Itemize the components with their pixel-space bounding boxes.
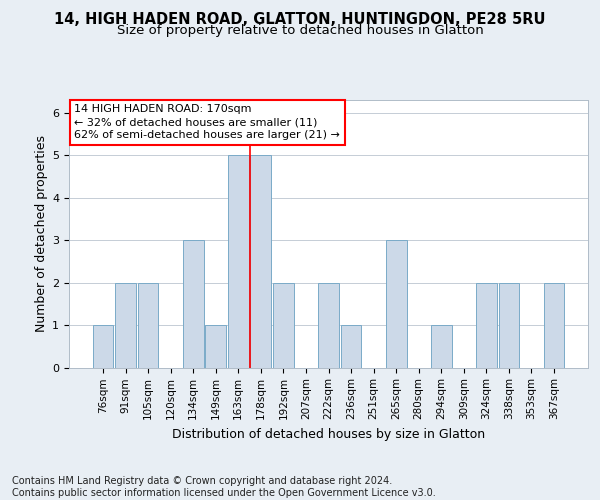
Bar [544, 282, 565, 368]
Bar [273, 282, 294, 368]
Bar [137, 282, 158, 368]
Bar [205, 325, 226, 368]
Bar [431, 325, 452, 368]
Text: 14, HIGH HADEN ROAD, GLATTON, HUNTINGDON, PE28 5RU: 14, HIGH HADEN ROAD, GLATTON, HUNTINGDON… [54, 12, 546, 28]
Text: Contains public sector information licensed under the Open Government Licence v3: Contains public sector information licen… [12, 488, 436, 498]
Bar [341, 325, 361, 368]
Bar [183, 240, 203, 368]
X-axis label: Distribution of detached houses by size in Glatton: Distribution of detached houses by size … [172, 428, 485, 440]
Y-axis label: Number of detached properties: Number of detached properties [35, 135, 48, 332]
Bar [386, 240, 407, 368]
Bar [318, 282, 339, 368]
Bar [250, 155, 271, 368]
Bar [92, 325, 113, 368]
Bar [499, 282, 520, 368]
Text: 14 HIGH HADEN ROAD: 170sqm
← 32% of detached houses are smaller (11)
62% of semi: 14 HIGH HADEN ROAD: 170sqm ← 32% of deta… [74, 104, 340, 141]
Text: Size of property relative to detached houses in Glatton: Size of property relative to detached ho… [116, 24, 484, 37]
Bar [115, 282, 136, 368]
Bar [228, 155, 248, 368]
Bar [476, 282, 497, 368]
Text: Contains HM Land Registry data © Crown copyright and database right 2024.: Contains HM Land Registry data © Crown c… [12, 476, 392, 486]
